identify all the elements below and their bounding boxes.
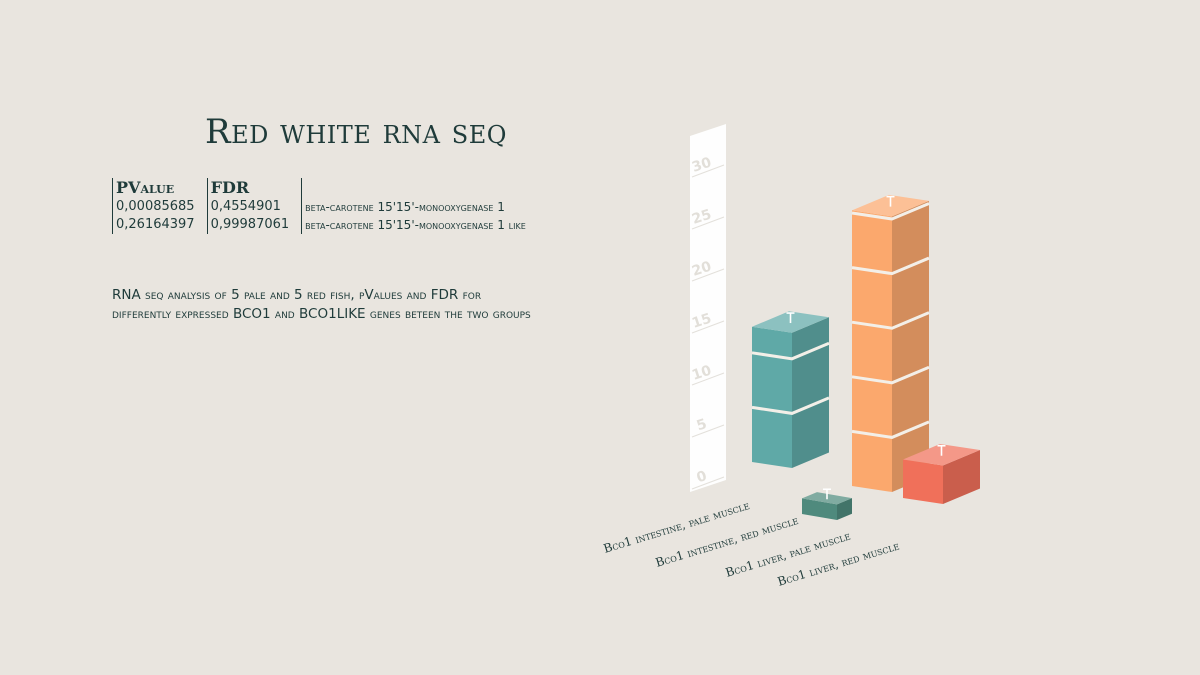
fdr-cell: 0,4554901 [210, 199, 281, 214]
bar-segment-line [751, 396, 830, 415]
bar-segment-line [851, 420, 930, 439]
fdr-header: FDR [210, 178, 250, 197]
gene-cell: beta-carotene 15'15'-monooxygenase 1 [305, 200, 505, 214]
y-gridline [691, 424, 725, 438]
chart-caption: RNA seq analysis of 5 pale and 5 red fis… [112, 287, 531, 322]
y-gridline [691, 164, 725, 178]
y-gridline [691, 476, 725, 490]
fdr-cell: 0,99987061 [210, 217, 290, 232]
bar-side [792, 317, 829, 468]
y-gridline [691, 216, 725, 230]
y-tick-label: 20 [690, 258, 714, 279]
y-gridline [691, 320, 725, 334]
bar-segment-line [851, 311, 930, 330]
y-gridline [691, 372, 725, 386]
fdr-column: FDR 0,4554901 0,99987061 [206, 178, 302, 234]
bar-side [943, 449, 980, 504]
chart-title: Red white rna seq [205, 112, 507, 152]
bar-front [903, 459, 943, 504]
pvalue-cell: 0,00085685 [116, 199, 195, 214]
bar-segment-line [751, 341, 830, 361]
bar-segment-line [851, 365, 930, 385]
y-tick-label: 10 [690, 362, 714, 383]
y-axis-panel [690, 124, 726, 492]
y-tick-label: 5 [695, 416, 709, 434]
bar-front [852, 210, 892, 492]
y-tick-label: 15 [690, 311, 713, 332]
stats-table: PValue 0,00085685 0,26164397 FDR 0,45549… [112, 178, 538, 234]
bar-segment-line [851, 202, 930, 221]
gene-column: beta-carotene 15'15'-monooxygenase 1 bet… [301, 178, 538, 234]
bar-front [802, 498, 837, 520]
pvalue-column: PValue 0,00085685 0,26164397 [112, 178, 207, 234]
gene-cell: beta-carotene 15'15'-monooxygenase 1 lik… [305, 218, 526, 232]
bar-front [752, 326, 792, 468]
bar-side [892, 200, 929, 493]
y-gridline [691, 268, 725, 282]
pvalue-header: PValue [116, 178, 175, 197]
y-tick-label: 25 [690, 207, 713, 228]
bar-side [837, 498, 852, 520]
pvalue-cell: 0,26164397 [116, 217, 195, 232]
bar-segment-line [851, 256, 930, 276]
y-tick-label: 30 [690, 154, 714, 175]
